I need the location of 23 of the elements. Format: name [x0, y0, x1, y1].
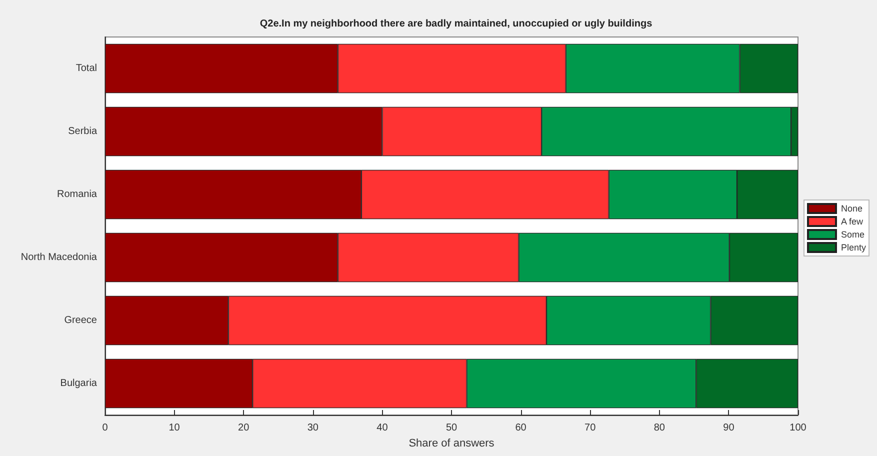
- x-tick-label: 90: [723, 422, 735, 434]
- x-tick-label: 20: [238, 422, 250, 434]
- y-tick-label: Total: [76, 63, 97, 74]
- legend-label: A few: [840, 216, 864, 226]
- x-tick-label: 50: [446, 422, 458, 434]
- legend-label: Some: [840, 230, 864, 240]
- x-tick-label: 0: [102, 422, 108, 434]
- y-tick-label: Greece: [64, 315, 98, 326]
- legend-label: Plenty: [840, 242, 866, 252]
- x-tick-label: 60: [515, 422, 527, 434]
- x-tick-label: 80: [654, 422, 666, 434]
- y-tick-label: Romania: [56, 189, 98, 200]
- chart-title: Q2e.In my neighborhood there are badly maintained, unoccupied or ugly buildings: [260, 18, 653, 30]
- x-tick-label: 10: [168, 422, 180, 434]
- legend-label: None: [840, 204, 862, 214]
- y-tick-label: Serbia: [68, 126, 98, 137]
- x-tick-label: 100: [790, 422, 807, 434]
- x-tick-label: 70: [584, 422, 596, 434]
- y-tick-label: Bulgaria: [60, 378, 98, 389]
- x-axis-title: Share of answers: [408, 437, 495, 450]
- y-tick-label: North Macedonia: [20, 252, 98, 263]
- x-tick-label: 30: [307, 422, 319, 434]
- x-tick-label: 40: [376, 422, 388, 434]
